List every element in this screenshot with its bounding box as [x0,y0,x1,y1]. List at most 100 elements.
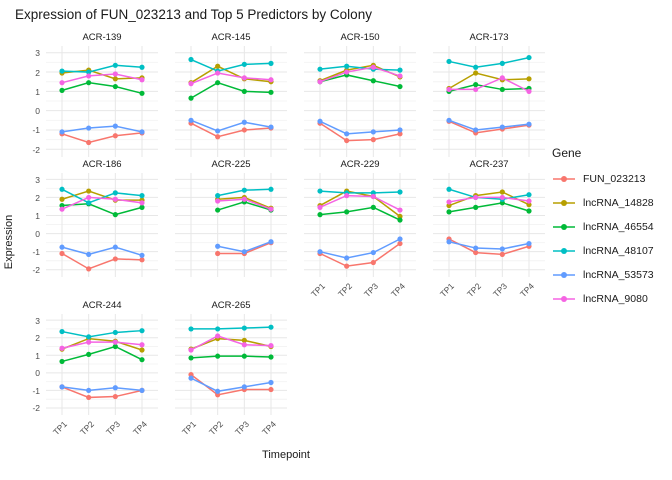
legend-entry: lncRNA_9080 [552,291,670,306]
series-line-lncRNA_9080 [448,196,530,203]
series-point-lncRNA_9080 [473,86,479,93]
series-point-FUN_023213 [59,250,65,257]
series-point-lncRNA_9080 [188,347,194,353]
series-point-lncRNA_53573 [344,131,350,137]
series-point-lncRNA_48107 [446,58,452,65]
series-point-lncRNA_46554 [215,353,221,359]
series-point-lncRNA_53573 [112,123,118,129]
series-point-lncRNA_48107 [370,190,376,196]
legend-key-icon [553,175,575,182]
chart-title: Expression of FUN_023213 and Top 5 Predi… [15,7,372,22]
series-point-lncRNA_48107 [215,326,221,332]
series-point-lncRNA_53573 [317,118,323,124]
series-line-lncRNA_46554 [448,83,530,93]
series-point-lncRNA_53573 [188,117,194,123]
facet-panel: ACR-229 TP1 TP2 TP3 TP4 [304,158,416,299]
series-point-lncRNA_14828 [526,76,532,82]
legend-key-icon [553,247,575,254]
series-line-lncRNA_14828 [190,337,272,350]
series-point-lncRNA_9080 [446,199,452,205]
series-line-lncRNA_53573 [61,125,143,133]
series-point-lncRNA_46554 [139,357,145,363]
series-point-lncRNA_9080 [241,342,247,348]
series-line-FUN_023213 [319,242,401,267]
series-point-lncRNA_48107 [397,189,403,195]
facet-chart [46,173,158,277]
series-point-lncRNA_48107 [268,60,274,66]
series-point-lncRNA_53573 [526,240,532,247]
series-point-lncRNA_48107 [86,334,92,340]
facet-panel: ACR-237 TP1 TP2 TP3 TP4 [433,158,545,299]
series-point-lncRNA_46554 [241,88,247,94]
series-point-lncRNA_46554 [59,202,65,209]
series-point-lncRNA_46554 [370,204,376,210]
series-point-FUN_023213 [215,134,221,140]
series-point-lncRNA_53573 [446,117,452,123]
series-point-lncRNA_46554 [499,200,505,206]
series-line-lncRNA_48107 [61,64,143,73]
series-line-lncRNA_46554 [61,81,143,95]
series-line-lncRNA_53573 [61,386,143,392]
series-point-FUN_023213 [397,131,403,137]
series-point-lncRNA_9080 [268,343,274,349]
series-line-FUN_023213 [448,120,530,134]
series-point-lncRNA_53573 [215,388,221,394]
facet-title: ACR-225 [211,159,251,170]
series-point-FUN_023213 [112,393,118,400]
series-point-lncRNA_53573 [268,379,274,386]
series-line-lncRNA_9080 [449,77,530,93]
facet-title: ACR-145 [211,32,251,43]
series-point-lncRNA_46554 [473,204,479,210]
legend-entry: lncRNA_53573 [552,267,670,282]
series-point-lncRNA_53573 [215,128,221,134]
series-point-lncRNA_53573 [139,387,145,394]
series-point-lncRNA_46554 [86,80,92,86]
series-point-lncRNA_14828 [526,202,532,208]
series-point-lncRNA_53573 [397,236,403,242]
series-point-lncRNA_48107 [139,64,145,70]
series-point-lncRNA_46554 [112,212,118,218]
series-point-lncRNA_46554 [344,209,350,215]
series-point-lncRNA_48107 [86,69,92,75]
series-line-lncRNA_9080 [61,341,143,349]
series-point-lncRNA_46554 [370,78,376,84]
legend-entry: lncRNA_14828 [552,195,670,210]
series-point-lncRNA_48107 [499,60,505,66]
series-point-lncRNA_53573 [499,124,505,130]
series-line-lncRNA_46554 [61,202,143,216]
y-tick-label: 2 [35,67,40,78]
series-point-lncRNA_48107 [112,329,118,336]
y-tick-label: 1 [35,211,40,221]
facet-title: ACR-139 [82,32,122,43]
series-line-lncRNA_46554 [448,202,530,213]
series-line-lncRNA_53573 [319,120,401,135]
y-tick-label: -1 [32,125,40,136]
series-line-lncRNA_46554 [190,81,272,99]
y-tick-label: -1 [32,385,40,396]
series-point-lncRNA_53573 [241,384,247,390]
series-line-lncRNA_9080 [319,66,401,83]
series-point-lncRNA_46554 [188,95,194,101]
series-point-FUN_023213 [112,133,118,139]
facet-panel: ACR-265 TP1 TP2 TP3 TP4 [175,299,287,437]
series-line-lncRNA_14828 [190,65,272,84]
series-point-lncRNA_9080 [112,339,118,345]
series-point-lncRNA_48107 [112,190,118,196]
series-point-lncRNA_48107 [473,64,479,70]
series-point-lncRNA_9080 [112,71,118,77]
series-line-lncRNA_9080 [61,73,143,84]
legend-key-icon [553,199,575,206]
series-point-FUN_023213 [215,250,221,257]
series-point-lncRNA_53573 [241,249,247,255]
series-point-lncRNA_53573 [86,387,92,394]
facet-panel: ACR-225 [175,158,287,277]
series-point-lncRNA_9080 [526,198,532,204]
series-point-lncRNA_48107 [59,186,65,192]
series-point-lncRNA_53573 [215,243,221,249]
series-point-lncRNA_14828 [446,202,452,209]
series-point-lncRNA_46554 [139,204,145,210]
series-line-lncRNA_53573 [319,238,401,259]
series-point-lncRNA_14828 [215,63,221,69]
series-point-lncRNA_46554 [268,354,274,360]
